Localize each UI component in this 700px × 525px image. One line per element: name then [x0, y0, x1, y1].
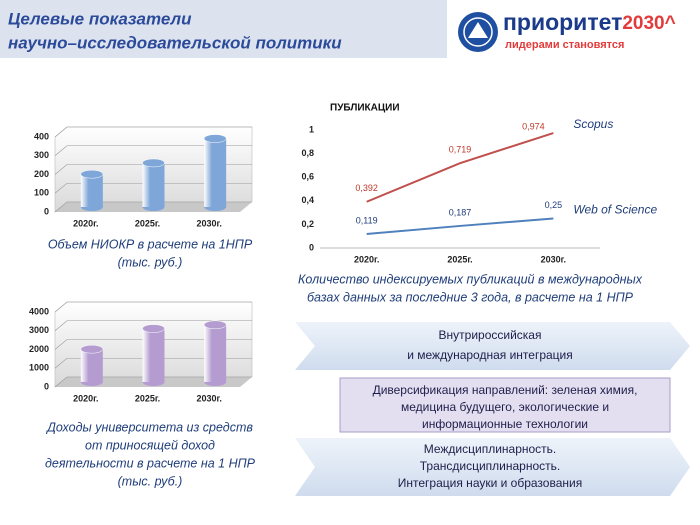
banner-text: Интеграция науки и образования [398, 476, 582, 490]
banner-text: медицина будущего, экологические и [401, 400, 609, 414]
line-series [366, 217, 554, 235]
grid-line [54, 320, 252, 331]
banner-shape [295, 438, 690, 496]
y-tick-label: 2000 [29, 344, 49, 354]
y-tick-label: 200 [34, 169, 49, 179]
series-name: Web of Science [573, 203, 657, 217]
logo-emblem [458, 12, 498, 52]
chart-caption: Количество индексируемых публикаций в ме… [298, 272, 643, 286]
data-label: 0,974 [522, 121, 545, 131]
y-tick-label: 0 [309, 242, 314, 252]
logo-brand-word: приоритет [503, 9, 622, 35]
y-tick-label: 3000 [29, 325, 49, 335]
chart-caption: базах данных за последние 3 года, в расч… [307, 290, 634, 304]
chart-caption: Объем НИОКР в расчете на 1НПР [48, 237, 253, 251]
y-tick-label: 0,6 [301, 172, 314, 182]
y-tick-label: 4000 [29, 306, 49, 316]
bar-cap [203, 134, 227, 143]
bar [204, 324, 227, 382]
y-tick-label: 0 [44, 206, 49, 216]
bar [80, 174, 103, 207]
chart-caption: Доходы университета из средств [45, 420, 253, 434]
data-label: 0,119 [356, 215, 378, 225]
y-tick-label: 1000 [29, 363, 49, 373]
y-tick-label: 0,8 [301, 148, 314, 158]
grid-line [54, 201, 252, 213]
x-tick-label: 2030г. [196, 393, 221, 403]
bar [204, 138, 227, 207]
header-title: Целевые показатели [8, 9, 192, 28]
chart-caption: (тыс. руб.) [118, 474, 183, 488]
banner-shape [295, 322, 690, 370]
banner-shape [339, 377, 671, 433]
x-tick-label: 2030г. [196, 218, 221, 228]
x-tick-label: 2020г. [73, 393, 98, 403]
bar-cap [142, 324, 165, 333]
bar [80, 349, 103, 382]
y-tick-label: 0,2 [301, 219, 314, 229]
y-tick-label: 400 [34, 131, 49, 141]
x-tick-label: 2020г. [73, 218, 98, 228]
bar-cap [203, 320, 227, 330]
banner-text: Диверсификация направлений: зеленая хими… [373, 383, 638, 397]
logo-slogan: лидерами становятся [505, 39, 624, 51]
data-label: 0,719 [449, 145, 472, 155]
grid-line [54, 182, 252, 194]
grid-line [54, 145, 252, 156]
y-tick-label: 100 [34, 188, 49, 198]
bar-cap [80, 344, 104, 354]
line-series [366, 132, 554, 203]
grid-line [54, 376, 252, 388]
y-tick-label: 0,4 [301, 195, 314, 205]
banner-text: Трансдисциплинарность. [420, 459, 560, 473]
y-tick-label: 0 [44, 381, 49, 391]
data-label: 0,187 [449, 207, 472, 217]
grid-line [54, 126, 252, 138]
banner-text: Междисциплинарность. [424, 442, 557, 456]
data-label: 0,25 [545, 200, 563, 210]
banner-text: информационные технологии [422, 417, 588, 431]
data-label: 0,392 [355, 183, 378, 193]
x-tick-label: 2025г. [135, 393, 160, 403]
series-name: Scopus [573, 117, 613, 131]
header-title: научно–исследовательской политики [8, 33, 342, 52]
x-tick-label: 2020г. [354, 254, 379, 264]
chart-caption: от приносящей доход [85, 438, 215, 452]
logo-brand: приоритет2030^ [503, 9, 676, 35]
bar [142, 162, 165, 207]
x-tick-label: 2025г. [135, 218, 160, 228]
y-tick-label: 1 [309, 124, 314, 134]
bar-cap [142, 158, 165, 168]
chart-caption: (тыс. руб.) [118, 255, 183, 269]
logo-brand-year: 2030^ [622, 13, 675, 34]
y-tick-label: 300 [34, 150, 49, 160]
x-tick-label: 2025г. [447, 254, 472, 264]
chart-title: ПУБЛИКАЦИИ [330, 103, 400, 114]
grid-line [54, 301, 252, 313]
banner-text: и международная интеграция [407, 348, 573, 362]
header-box [0, 0, 447, 58]
bar-cap [80, 169, 104, 179]
grid-line [54, 164, 252, 175]
x-tick-label: 2030г. [541, 254, 566, 264]
chart-caption: деятельности в расчете на 1 НПР [45, 456, 256, 470]
grid-line [54, 339, 252, 350]
banner-text: Внутрироссийская [439, 328, 542, 342]
grid-line [54, 357, 252, 369]
bar [142, 328, 165, 382]
